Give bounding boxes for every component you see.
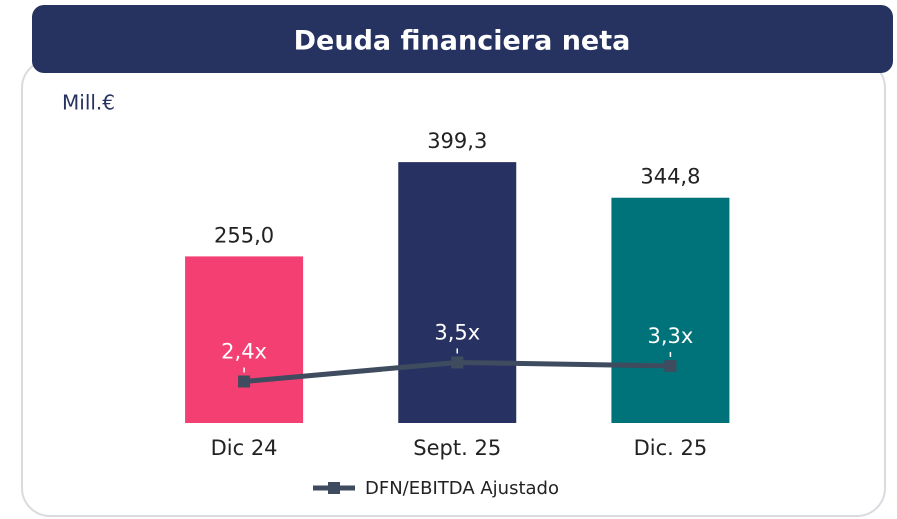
bar xyxy=(185,256,304,423)
bar-value-label: 344,8 xyxy=(640,165,700,189)
legend-marker xyxy=(328,482,340,494)
line-marker xyxy=(664,359,677,372)
bar xyxy=(398,162,517,423)
bar xyxy=(611,197,730,423)
line-value-label: 2,4x xyxy=(221,339,267,363)
legend-label: DFN/EBITDA Ajustado xyxy=(365,478,559,499)
x-tick-label: Sept. 25 xyxy=(413,436,501,460)
x-tick-label: Dic 24 xyxy=(211,436,278,460)
line-value-label: 3,3x xyxy=(648,324,694,348)
x-tick-label: Dic. 25 xyxy=(634,436,708,460)
unit-label: Mill.€ xyxy=(62,91,115,115)
line-marker xyxy=(451,356,464,369)
bar-value-label: 255,0 xyxy=(214,223,274,247)
chart-title: Deuda financiera neta xyxy=(294,26,631,57)
line-marker xyxy=(238,375,251,388)
header xyxy=(32,5,893,73)
line-value-label: 3,5x xyxy=(434,320,480,344)
bar-value-label: 399,3 xyxy=(427,129,487,153)
